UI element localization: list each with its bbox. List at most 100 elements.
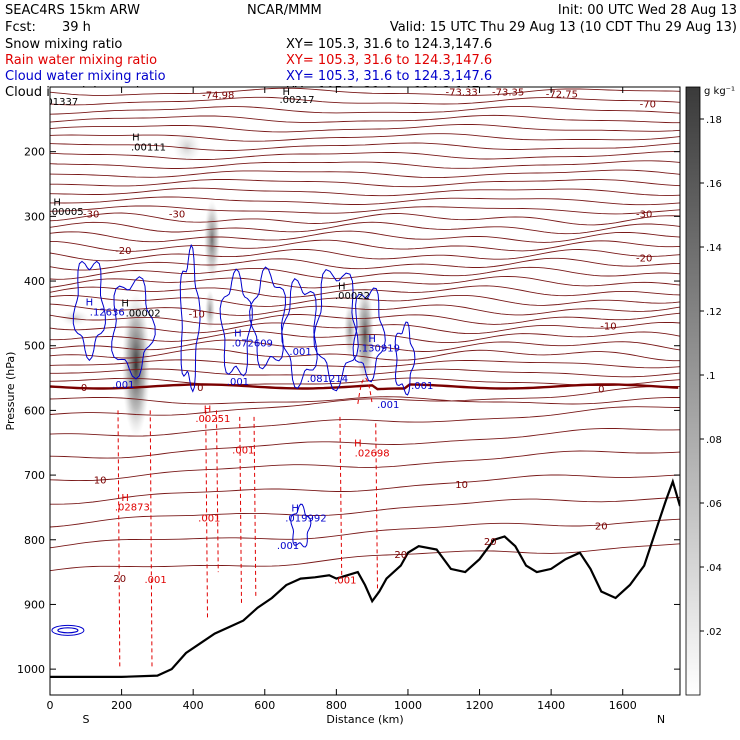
cloud-water-contours	[51, 243, 416, 636]
snow-maximum-label: H	[121, 298, 129, 309]
cloud-water-label: .001	[277, 541, 299, 552]
plot-border	[49, 86, 681, 696]
x-tick-label: 800	[326, 699, 347, 712]
rain-water-label: .001	[144, 575, 166, 586]
y-tick-label: 500	[24, 340, 45, 353]
color-bar-unit: g kg⁻¹	[704, 86, 735, 97]
isotherm-line	[50, 428, 680, 459]
isotherm-line	[50, 248, 680, 262]
isotherm-line	[50, 406, 680, 437]
isotherm-line	[50, 303, 680, 316]
isotherm-line	[50, 450, 680, 482]
isotherm-line	[50, 212, 680, 226]
isotherm-line	[50, 160, 680, 169]
x-tick-label: 600	[254, 699, 275, 712]
cloud-water-label: .001	[112, 380, 134, 391]
isotherm-line	[50, 187, 680, 197]
color-bar-tick-label: .1	[706, 371, 716, 382]
cloud-water-contour	[57, 627, 79, 634]
isotherm-line	[50, 230, 680, 243]
isotherm-line	[50, 368, 680, 378]
rain-water-contour	[239, 416, 243, 605]
isotherm-line	[50, 474, 680, 505]
rain-water-contour	[375, 423, 379, 592]
isotherm-line	[50, 385, 680, 416]
y-tick-label: 1000	[17, 663, 45, 676]
rain-water-label: .02873	[115, 503, 150, 514]
color-bar-tick-label: .12	[706, 307, 722, 318]
contour-label: 20	[394, 550, 407, 561]
isotherm-line	[50, 87, 680, 96]
rain-water-label: H	[354, 439, 362, 450]
rain-water-contour	[339, 416, 343, 579]
snow-maximum-label: .00005	[49, 207, 84, 218]
shading-core-2	[204, 200, 220, 280]
rain-water-contour	[357, 377, 373, 405]
cloud-water-label: H	[368, 334, 376, 345]
mixing-ratio-shading	[61, 131, 374, 437]
rain-water-contour	[117, 410, 121, 670]
contour-label: -30	[83, 210, 99, 221]
cloud-water-label: .072609	[232, 338, 273, 349]
contour-label: -20	[636, 254, 652, 265]
x-tick-label: 1200	[466, 699, 494, 712]
isotherm-line	[50, 221, 680, 235]
header: SEAC4RS 15km ARW NCAR/MMM Init: 00 UTC W…	[5, 3, 737, 100]
contour-label: 20	[595, 521, 608, 532]
isotherm-line	[50, 123, 680, 133]
contour-label: -10	[189, 309, 205, 320]
isotherm-line	[50, 396, 680, 405]
cloud-water-contour	[281, 278, 318, 389]
organization: NCAR/MMM	[247, 3, 322, 18]
shading-core-1	[122, 293, 150, 437]
isotherm-line	[50, 330, 680, 344]
isotherm-line	[50, 151, 680, 160]
x-tick-label: 1400	[537, 699, 565, 712]
color-bar-scale	[685, 86, 701, 696]
snow-maximum-label: H	[132, 133, 140, 144]
y-tick-label: 400	[24, 275, 45, 288]
x-tick-label: 400	[183, 699, 204, 712]
y-axis-label: Pressure (hPa)	[4, 352, 17, 431]
snow-maximum-label: H	[53, 197, 61, 208]
rain-water-label: .001	[198, 514, 220, 525]
rain-water-contours	[117, 377, 379, 670]
snow-maximum-label: .00217	[279, 95, 314, 106]
x-tick-label: 200	[111, 699, 132, 712]
rain-water-label: .02698	[355, 448, 390, 459]
x-axis-label: Distance (km)	[326, 713, 403, 726]
shading-core-7	[61, 310, 89, 326]
init-time: Init: 00 UTC Wed 28 Aug 13	[558, 3, 737, 18]
cloud-water-label: H	[291, 503, 299, 514]
snow-maximum-label: H	[282, 87, 290, 98]
rain-water-label: H	[121, 493, 129, 504]
cloud-water-contour	[111, 276, 156, 380]
field-xy-1: XY= 105.3, 31.6 to 124.3,147.6	[286, 53, 492, 68]
contour-label: -10	[600, 322, 616, 333]
isotherm-line	[50, 312, 680, 325]
x-tick-label: 1000	[394, 699, 422, 712]
y-tick-label: 300	[24, 210, 45, 223]
contour-labels: -74.98 -73.33 -73.35 -72.75 -70 -30 -30 -30 -20 -…	[43, 87, 656, 587]
isotherm-line	[50, 543, 680, 572]
rain-water-label: H	[204, 404, 212, 415]
field-xy-0: XY= 105.3, 31.6 to 124.3,147.6	[286, 37, 492, 52]
cloud-water-contour	[394, 321, 416, 396]
fcst-label: Fcst:	[5, 20, 36, 35]
isotherm-line	[50, 205, 680, 215]
cloud-water-label: .001	[377, 400, 399, 411]
contour-label: 10	[94, 475, 107, 486]
x-tick-label: 0	[47, 699, 54, 712]
contour-label: -73.33	[446, 87, 478, 98]
isotherm-line	[50, 114, 680, 124]
contour-label: -30	[636, 210, 652, 221]
x-tick-label: 1600	[609, 699, 637, 712]
y-tick-label: 200	[24, 146, 45, 159]
cloud-water-label: .001	[227, 377, 249, 388]
isotherm-line	[50, 339, 680, 352]
isotherm-line	[50, 294, 680, 307]
color-bar-tick-label: .18	[706, 115, 722, 126]
snow-maximum-label: .01337	[43, 97, 78, 108]
color-bar-tick-label: .04	[706, 563, 722, 574]
